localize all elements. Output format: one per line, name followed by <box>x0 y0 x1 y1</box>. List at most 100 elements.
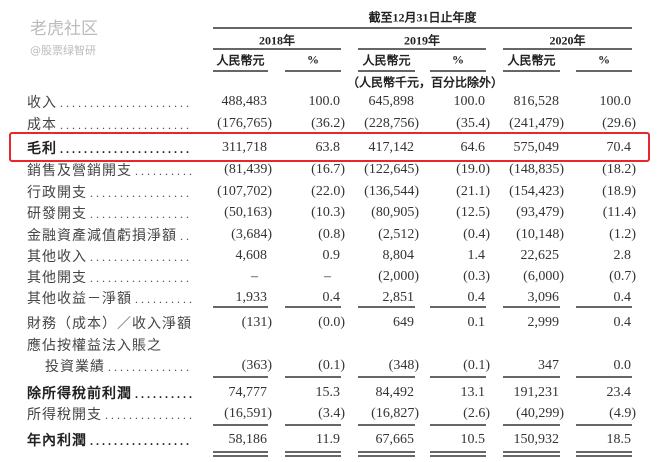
row-label: 年內利潤 <box>27 430 192 450</box>
subtotal-rule <box>503 455 560 457</box>
cell-value: (136,544) <box>364 184 419 199</box>
cell-value: 2,999 <box>527 315 560 330</box>
cell-value: 0.4 <box>322 290 341 305</box>
year-header-2020: 2020年 <box>549 33 586 48</box>
cell-value: (12.5) <box>456 205 490 220</box>
subtotal-rule <box>576 451 632 453</box>
row-label: 銷售及營銷開支 <box>27 160 192 180</box>
cell-value: (3,684) <box>231 227 272 242</box>
cell-value: 0.4 <box>613 315 632 330</box>
cell-value: 10.5 <box>460 432 486 447</box>
cell-value: 8,804 <box>382 248 415 263</box>
cell-value: (363) <box>241 358 272 373</box>
cell-value: 84,492 <box>375 385 415 400</box>
cell-value: 311,718 <box>222 140 267 155</box>
cell-value: 0.1 <box>467 315 486 330</box>
unit-header: 人民幣元 <box>216 53 265 68</box>
cell-value: – <box>251 269 258 284</box>
cell-value: 575,049 <box>513 140 560 155</box>
unit-rule <box>430 70 486 72</box>
subtotal-rule <box>285 424 341 426</box>
unit-note: （人民幣千元，百分比除外） <box>346 75 503 90</box>
cell-value: (36.2) <box>311 116 345 131</box>
row-label: 所得稅開支 <box>27 404 192 424</box>
cell-value: 11.9 <box>316 432 340 447</box>
cell-value: (241,479) <box>509 116 564 131</box>
subtotal-rule <box>576 306 632 308</box>
cell-value: 58,186 <box>228 432 268 447</box>
unit-rule <box>285 70 341 72</box>
subtotal-rule <box>576 424 632 426</box>
cell-value: 191,231 <box>513 385 560 400</box>
subtotal-rule <box>358 306 415 308</box>
row-label: 收入 <box>27 92 192 112</box>
subtotal-rule <box>213 424 268 426</box>
cell-value: 13.1 <box>460 385 486 400</box>
unit-header: 人民幣元 <box>362 53 411 68</box>
cell-value: 63.8 <box>315 140 341 155</box>
cell-value: (10.3) <box>311 205 345 220</box>
cell-value: 2.8 <box>613 248 632 263</box>
cell-value: 70.4 <box>606 140 632 155</box>
row-label: 金融資產減值虧損淨額 <box>27 225 192 245</box>
cell-value: 74,777 <box>228 385 268 400</box>
row-label: 行政開支 <box>27 182 192 202</box>
row-label: 毛利 <box>27 138 192 158</box>
cell-value: (16,827) <box>371 406 419 421</box>
subtotal-rule <box>576 455 632 457</box>
year-rule <box>213 48 341 50</box>
subtotal-rule <box>358 424 415 426</box>
subtotal-rule <box>430 376 486 378</box>
cell-value: (154,423) <box>509 184 564 199</box>
cell-value: 18.5 <box>606 432 632 447</box>
header-rule <box>213 27 632 29</box>
cell-value: – <box>324 269 331 284</box>
year-header-2019: 2019年 <box>403 33 440 48</box>
subtotal-rule <box>576 376 632 378</box>
subtotal-rule <box>285 376 341 378</box>
cell-value: (2,000) <box>378 269 419 284</box>
cell-value: (93,479) <box>516 205 564 220</box>
cell-value: 100.0 <box>599 94 632 109</box>
row-label-continued: 投資業績 <box>45 356 192 376</box>
year-header-2018: 2018年 <box>258 33 295 48</box>
cell-value: 0.0 <box>613 358 632 373</box>
subtotal-rule <box>213 306 268 308</box>
cell-value: (228,756) <box>364 116 419 131</box>
cell-value: (176,765) <box>217 116 272 131</box>
cell-value: (122,645) <box>364 162 419 177</box>
cell-value: 22,625 <box>520 248 560 263</box>
subtotal-rule <box>285 451 341 453</box>
cell-value: (107,702) <box>217 184 272 199</box>
cell-value: 816,528 <box>513 94 560 109</box>
cell-value: (0.8) <box>318 227 345 242</box>
cell-value: (148,835) <box>509 162 564 177</box>
cell-value: 1.4 <box>467 248 486 263</box>
cell-value: (0.1) <box>463 358 490 373</box>
cell-value: (16.7) <box>311 162 345 177</box>
subtotal-rule <box>285 306 341 308</box>
cell-value: (3.4) <box>318 406 345 421</box>
unit-header: % <box>307 52 319 67</box>
cell-value: (16,591) <box>224 406 272 421</box>
cell-value: (131) <box>241 315 272 330</box>
cell-value: (21.1) <box>456 184 490 199</box>
row-label: 其他收益－淨額 <box>27 288 192 308</box>
cell-value: 649 <box>393 315 414 330</box>
subtotal-rule <box>358 455 415 457</box>
unit-header: % <box>452 52 464 67</box>
row-label: 成本 <box>27 114 192 134</box>
cell-value: 0.4 <box>613 290 632 305</box>
subtotal-rule <box>213 376 268 378</box>
cell-value: (2.6) <box>463 406 490 421</box>
cell-value: 100.0 <box>453 94 486 109</box>
cell-value: (4.9) <box>609 406 636 421</box>
unit-rule <box>576 70 632 72</box>
cell-value: 64.6 <box>460 140 486 155</box>
cell-value: (0.0) <box>318 315 345 330</box>
cell-value: (6,000) <box>523 269 564 284</box>
row-label: 研發開支 <box>27 203 192 223</box>
cell-value: (81,439) <box>224 162 272 177</box>
cell-value: 347 <box>538 358 559 373</box>
cell-value: (19.0) <box>456 162 490 177</box>
